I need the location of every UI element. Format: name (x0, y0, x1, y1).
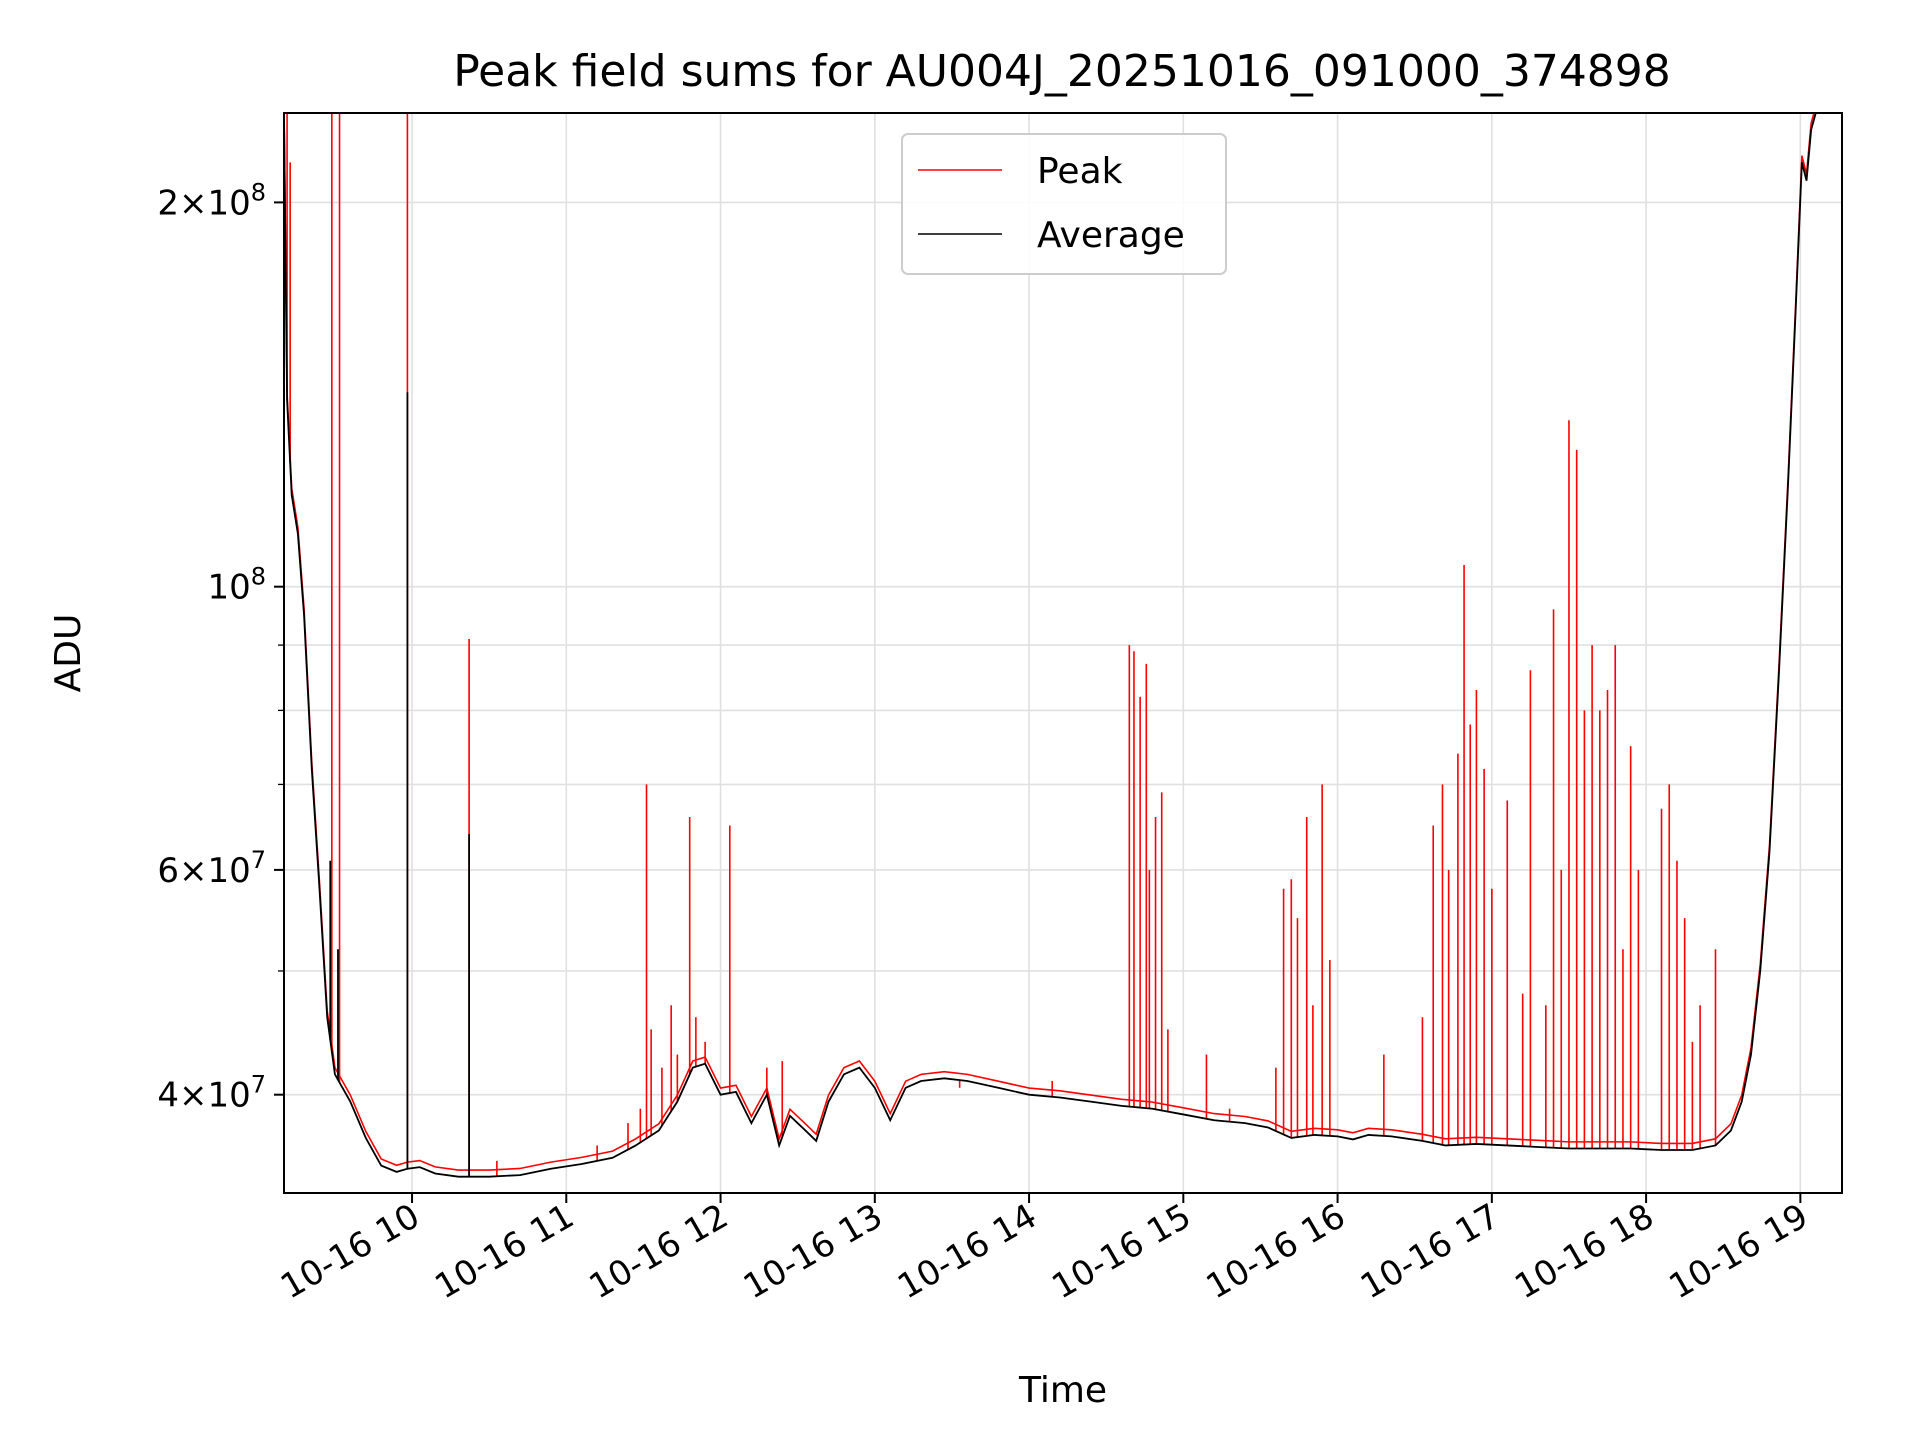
x-tick-label-3: 10-16 13 (737, 1196, 889, 1307)
plot-area-frame (283, 112, 1843, 1194)
x-tick-label-0: 10-16 10 (274, 1196, 426, 1307)
chart-title: Peak field sums for AU004J_20251016_0910… (453, 46, 1671, 97)
x-axis-label: Time (1018, 1370, 1107, 1411)
y-tick-label-3: 2×108 (157, 178, 266, 223)
series-average (284, 113, 1842, 1178)
x-tick-label-7: 10-16 17 (1354, 1196, 1506, 1307)
legend: Peak Average (901, 133, 1227, 275)
legend-peak-label: Peak (1037, 151, 1123, 192)
x-tick-label-2: 10-16 12 (583, 1196, 735, 1307)
y-tick-label-2: 108 (207, 563, 266, 608)
x-tick-label-8: 10-16 18 (1508, 1196, 1660, 1307)
legend-box (901, 133, 1227, 275)
x-tick-label-9: 10-16 19 (1662, 1196, 1814, 1307)
y-axis: 4×107 6×107 108 2×108 (157, 178, 284, 1116)
legend-average-label: Average (1037, 215, 1185, 256)
y-tick-label-1: 6×107 (157, 846, 266, 891)
y-axis-label: ADU (48, 614, 89, 693)
x-axis: 10-16 10 10-16 11 10-16 12 10-16 13 10-16 14… (274, 1193, 1815, 1307)
peak-line (284, 113, 1815, 1171)
x-tick-label-1: 10-16 11 (428, 1196, 580, 1307)
y-tick-label-0: 4×107 (157, 1071, 266, 1116)
x-tick-label-4: 10-16 14 (891, 1196, 1043, 1307)
x-tick-label-6: 10-16 16 (1200, 1196, 1352, 1307)
average-line (284, 113, 1842, 1178)
series-layer (284, 113, 1842, 1178)
x-tick-label-5: 10-16 15 (1045, 1196, 1197, 1307)
